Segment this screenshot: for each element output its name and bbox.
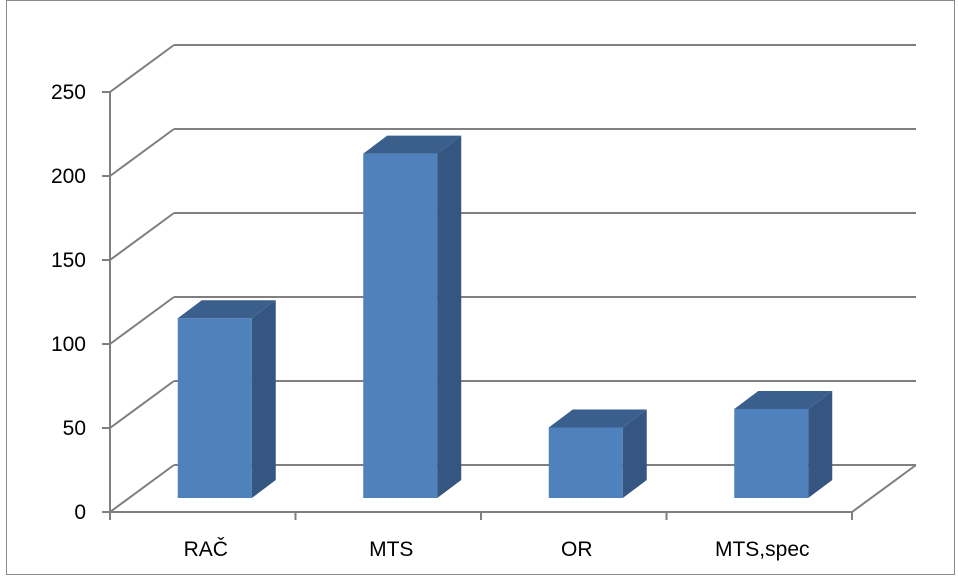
x-tick-label: MTS <box>369 538 413 561</box>
bar-side <box>622 409 647 498</box>
bar-side <box>251 300 276 498</box>
bar-front <box>177 318 252 498</box>
gridline-side <box>109 44 175 93</box>
y-tick-label: 200 <box>51 165 86 188</box>
bar-front <box>548 427 623 498</box>
y-tick-label: 150 <box>51 249 86 272</box>
axis-layer <box>102 91 917 520</box>
y-tick-label: 250 <box>51 81 86 104</box>
y-tick-label: 50 <box>63 417 86 440</box>
labels-layer: 0 50 100 150 200 250 RAČ MTS OR MTS,spec <box>51 81 810 561</box>
y-tick-label: 0 <box>74 501 86 524</box>
x-tick-label: RAČ <box>184 538 228 561</box>
bar-front <box>734 408 809 498</box>
gridline-side <box>109 380 175 429</box>
bars-layer <box>177 135 833 498</box>
x-tick-label: MTS,spec <box>715 538 810 561</box>
bar-front <box>363 153 438 498</box>
gridline-side <box>109 464 175 513</box>
gridline-side <box>109 296 175 345</box>
gridline-side <box>109 128 175 177</box>
bar-top <box>548 409 647 428</box>
bar-top <box>734 390 833 409</box>
bar-side <box>808 390 833 498</box>
gridline-side <box>109 212 175 261</box>
bar-top <box>177 300 276 319</box>
x-tick-label: OR <box>561 538 593 561</box>
floor-edge <box>851 464 917 513</box>
bar-top <box>363 135 462 154</box>
bar-side <box>437 135 462 498</box>
y-tick-label: 100 <box>51 333 86 356</box>
